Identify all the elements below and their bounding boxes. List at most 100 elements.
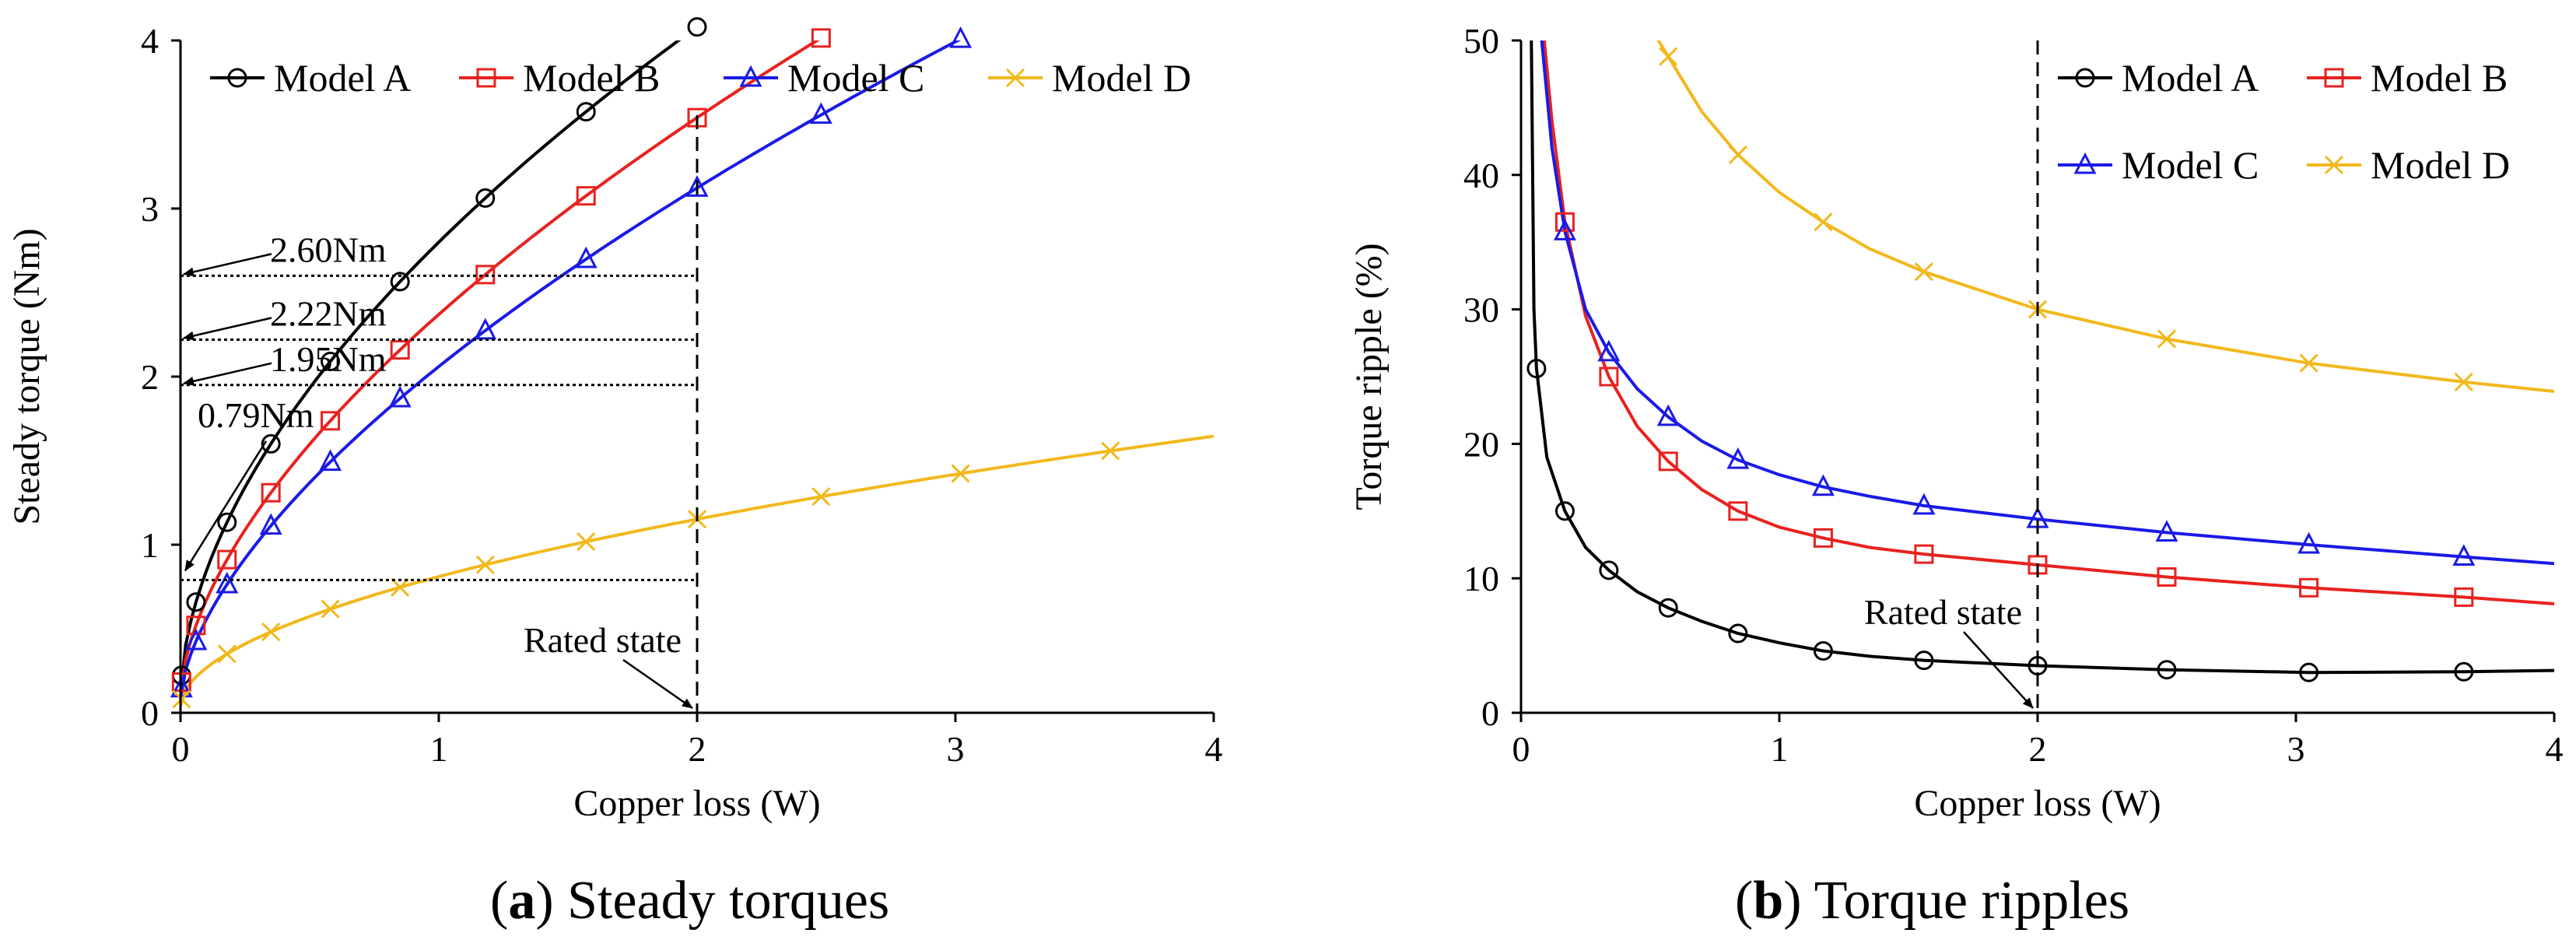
- data-point: [1658, 598, 1678, 618]
- legend-marker: [2073, 152, 2097, 174]
- y-tick-label: 40: [1463, 156, 1499, 195]
- legend-marker: [2324, 68, 2344, 88]
- data-point: [2157, 329, 2177, 349]
- data-point: [2299, 662, 2319, 682]
- x-axis-label: Copper loss (W): [573, 783, 820, 824]
- value-annotation: 2.60Nm: [270, 230, 387, 269]
- data-point: [685, 175, 709, 197]
- data-point: [2454, 372, 2473, 391]
- x-tick-label: 2: [2029, 729, 2047, 769]
- y-tick-label: 20: [1463, 424, 1499, 464]
- data-point: [321, 352, 341, 372]
- data-point: [390, 340, 410, 360]
- caption-letter: a: [508, 871, 535, 931]
- caption-letter: b: [1753, 871, 1783, 931]
- data-point: [321, 411, 341, 431]
- caption-paren-close: ): [1783, 871, 1801, 931]
- data-point: [390, 272, 410, 292]
- data-point: [1813, 528, 1833, 548]
- legend-item: Model D: [988, 56, 1191, 100]
- data-point: [811, 28, 831, 48]
- series-line-model-a: [1530, 40, 2554, 675]
- data-point: [261, 482, 281, 503]
- data-point: [259, 513, 282, 535]
- legend-item: Model C: [724, 56, 924, 100]
- legend-marker: [739, 65, 762, 87]
- data-point: [1656, 404, 1680, 426]
- data-point: [1811, 474, 1835, 496]
- data-point: [1814, 212, 1833, 232]
- rated-state-label: Rated state: [524, 620, 682, 660]
- value-annotation: 0.79Nm: [198, 395, 314, 435]
- value-arrow: [184, 440, 268, 572]
- series-line-model-a: [180, 40, 682, 696]
- caption-paren-close: ): [535, 871, 553, 931]
- data-point: [319, 449, 342, 472]
- y-tick-label: 1: [141, 525, 159, 565]
- y-tick-label: 3: [141, 189, 159, 229]
- data-point: [1526, 359, 1547, 379]
- data-point: [475, 188, 496, 209]
- rated-state-arrow: [1963, 631, 2034, 709]
- legend-item: Model C: [2058, 143, 2259, 187]
- data-point: [2454, 587, 2474, 607]
- x-tick-label: 1: [430, 729, 448, 769]
- value-annotation: 1.95Nm: [270, 339, 387, 379]
- data-point: [576, 186, 596, 206]
- data-point: [951, 464, 970, 483]
- legend-label: Model D: [1052, 56, 1191, 100]
- data-point: [2452, 544, 2476, 566]
- y-tick-label: 30: [1463, 290, 1499, 330]
- data-point: [217, 549, 237, 570]
- data-point: [576, 102, 596, 122]
- chart-legend: Model A Model B Model C Model D: [210, 56, 1191, 100]
- steady-torque-chart: Rated state 2.60Nm 2.22Nm 1.95Nm 0.79Nm 0 1 2 3…: [6, 17, 1223, 931]
- legend-item: Model A: [2058, 56, 2259, 100]
- legend-label: Model D: [2371, 143, 2510, 187]
- data-point: [811, 487, 831, 507]
- x-tick-label: 0: [172, 729, 190, 769]
- panel-caption: (a) Steady torques: [490, 871, 889, 931]
- data-point: [1914, 262, 1933, 282]
- legend-label: Model B: [523, 56, 660, 100]
- rated-state-arrow: [622, 658, 693, 710]
- data-point: [949, 26, 973, 48]
- data-point: [574, 246, 598, 268]
- data-point: [1914, 651, 1934, 671]
- data-point: [261, 433, 281, 454]
- caption-text: Torque ripples: [1802, 871, 2130, 931]
- data-point: [687, 17, 707, 37]
- data-point: [2157, 566, 2177, 587]
- y-tick-label: 2: [141, 357, 159, 397]
- data-point: [391, 577, 410, 597]
- x-tick-label: 4: [2546, 729, 2564, 769]
- data-point: [1599, 560, 1619, 580]
- legend-item: Model D: [2307, 143, 2510, 187]
- data-point: [1597, 339, 1621, 362]
- data-point: [1914, 544, 1934, 564]
- series-line-model-c: [1540, 40, 2554, 566]
- x-tick-label: 3: [2287, 729, 2305, 769]
- data-point: [1728, 623, 1748, 644]
- legend-marker: [476, 68, 496, 88]
- data-point: [1813, 641, 1833, 661]
- y-axis-label: Steady torque (Nm): [6, 228, 47, 524]
- legend-item: Model A: [210, 56, 411, 100]
- data-point: [388, 385, 412, 408]
- x-tick-label: 0: [1512, 729, 1530, 769]
- data-point: [217, 644, 237, 664]
- value-annotation: 2.22Nm: [270, 293, 387, 333]
- legend-label: Model C: [787, 56, 924, 100]
- data-point: [474, 317, 497, 340]
- x-tick-label: 1: [1771, 729, 1789, 769]
- data-point: [1554, 501, 1575, 521]
- data-point: [475, 555, 495, 574]
- data-point: [1658, 451, 1678, 472]
- data-point: [1101, 441, 1120, 461]
- data-point: [2299, 577, 2319, 598]
- data-point: [184, 628, 208, 651]
- x-axis-label: Copper loss (W): [1914, 783, 2161, 824]
- caption-text: Steady torques: [554, 871, 890, 931]
